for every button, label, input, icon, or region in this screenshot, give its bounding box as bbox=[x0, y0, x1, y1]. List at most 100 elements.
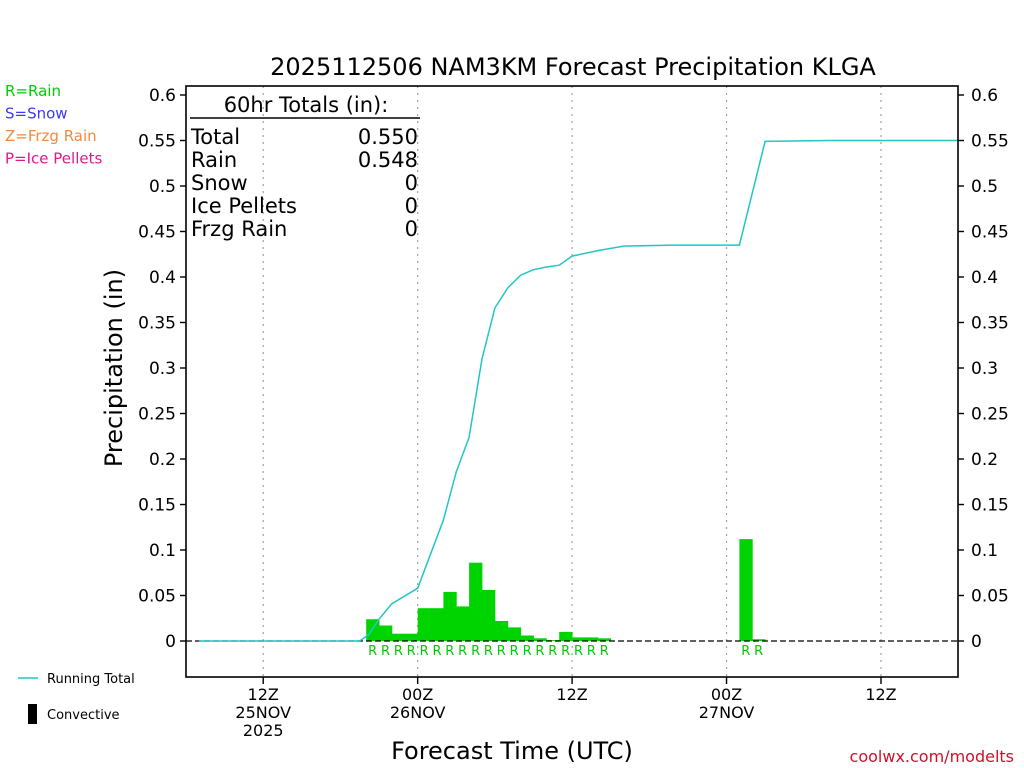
ytick-label-right-1: 0.05 bbox=[971, 587, 1009, 607]
running-total-polyline bbox=[198, 139, 959, 642]
totals-label-4: Frzg Rain bbox=[191, 217, 287, 241]
bar-hour-33 bbox=[597, 638, 612, 641]
xtick-label-0-2: 2025 bbox=[243, 721, 284, 740]
bar-hour-44 bbox=[739, 539, 753, 641]
bar-hour-28 bbox=[533, 638, 547, 641]
type-label-hour-28: R bbox=[535, 644, 544, 659]
type-label-hour-17: R bbox=[394, 644, 403, 659]
ytick-label-left-5: 0.25 bbox=[138, 405, 176, 425]
type-label-hour-26: R bbox=[510, 644, 519, 659]
totals-value-0: 0.550 bbox=[358, 125, 418, 149]
ytick-label-right-5: 0.25 bbox=[971, 405, 1009, 425]
ytick-label-left-9: 0.45 bbox=[138, 223, 176, 243]
x-axis-label: Forecast Time (UTC) bbox=[391, 737, 633, 765]
bar-hour-27 bbox=[520, 635, 534, 641]
type-label-hour-44: R bbox=[741, 644, 750, 659]
xtick-label-1-1: 26NOV bbox=[390, 703, 446, 722]
totals-value-4: 0 bbox=[405, 217, 418, 241]
type-label-hour-21: R bbox=[445, 644, 454, 659]
bar-hour-19 bbox=[417, 608, 431, 641]
ytick-label-left-4: 0.2 bbox=[149, 450, 176, 470]
running-total-line bbox=[198, 139, 959, 642]
bar-hour-22 bbox=[456, 606, 470, 641]
type-legend-1: S=Snow bbox=[5, 105, 68, 123]
ytick-label-left-7: 0.35 bbox=[138, 314, 176, 334]
bar-hour-23 bbox=[469, 562, 483, 641]
series-legend: Running Total Convective bbox=[18, 672, 135, 724]
type-label-hour-22: R bbox=[458, 644, 467, 659]
totals-label-3: Ice Pellets bbox=[191, 194, 297, 218]
gridlines bbox=[262, 86, 882, 677]
xtick-label-4-0: 12Z bbox=[865, 685, 896, 704]
xtick-label-3-1: 27NOV bbox=[699, 703, 755, 722]
bar-hour-18 bbox=[404, 633, 419, 641]
ytick-label-left-8: 0.4 bbox=[149, 268, 176, 288]
type-label-hour-27: R bbox=[523, 644, 532, 659]
ytick-label-right-4: 0.2 bbox=[971, 450, 998, 470]
ytick-label-left-10: 0.5 bbox=[149, 177, 176, 197]
bar-hour-25 bbox=[494, 621, 509, 641]
totals-header: 60hr Totals (in): bbox=[224, 93, 389, 117]
ytick-label-left-3: 0.15 bbox=[138, 496, 176, 516]
bar-hour-26 bbox=[507, 627, 522, 641]
ytick-label-left-6: 0.3 bbox=[149, 359, 176, 379]
y-axis-ticks: 0 00.05 0.050.1 0.10.15 0.150.2 0.20.25 0.250.… bbox=[138, 86, 1009, 652]
xtick-label-0-1: 25NOV bbox=[235, 703, 291, 722]
totals-box: 60hr Totals (in): Total 0.550 Rain 0.548 Snow… bbox=[190, 93, 420, 241]
totals-value-2: 0 bbox=[405, 171, 418, 195]
bar-hour-45 bbox=[752, 639, 766, 641]
precip-type-legend: R=Rain S=Snow Z=Frzg Rain P=Ice Pellets bbox=[5, 82, 102, 168]
bar-hour-24 bbox=[482, 590, 496, 641]
xtick-label-0-0: 12Z bbox=[248, 685, 279, 704]
ytick-label-right-7: 0.35 bbox=[971, 314, 1009, 334]
type-label-hour-16: R bbox=[381, 644, 390, 659]
xtick-label-3-0: 00Z bbox=[711, 685, 742, 704]
type-label-hour-29: R bbox=[548, 644, 557, 659]
bar-hour-32 bbox=[585, 637, 599, 641]
totals-label-2: Snow bbox=[191, 171, 248, 195]
chart-title: 2025112506 NAM3KM Forecast Precipitation… bbox=[270, 53, 876, 81]
totals-value-3: 0 bbox=[405, 194, 418, 218]
type-label-hour-15: R bbox=[368, 644, 377, 659]
credit-text: coolwx.com/modelts bbox=[850, 747, 1014, 766]
y-axis-label: Precipitation (in) bbox=[100, 269, 128, 467]
type-label-hour-23: R bbox=[471, 644, 480, 659]
legend-bar-swatch bbox=[28, 704, 37, 724]
precip-bars bbox=[366, 539, 766, 641]
type-label-hour-18: R bbox=[407, 644, 416, 659]
series-legend-1: Convective bbox=[47, 708, 120, 723]
ytick-label-left-2: 0.1 bbox=[149, 541, 176, 561]
ytick-label-right-12: 0.6 bbox=[971, 86, 998, 106]
ytick-label-left-12: 0.6 bbox=[149, 86, 176, 106]
ytick-label-right-3: 0.15 bbox=[971, 496, 1009, 516]
type-legend-3: P=Ice Pellets bbox=[5, 150, 102, 168]
bar-hour-31 bbox=[572, 637, 586, 641]
type-label-hour-24: R bbox=[484, 644, 493, 659]
bar-hour-21 bbox=[443, 591, 457, 641]
ytick-label-left-11: 0.55 bbox=[138, 132, 176, 152]
bar-hour-16 bbox=[379, 625, 393, 641]
ytick-label-left-0: 0 bbox=[165, 632, 176, 652]
type-label-hour-33: R bbox=[600, 644, 609, 659]
type-label-hour-30: R bbox=[561, 644, 570, 659]
type-legend-0: R=Rain bbox=[5, 82, 61, 100]
ytick-label-right-6: 0.3 bbox=[971, 359, 998, 379]
type-label-hour-25: R bbox=[497, 644, 506, 659]
xtick-label-1-0: 00Z bbox=[402, 685, 433, 704]
type-label-hour-31: R bbox=[574, 644, 583, 659]
type-legend-2: Z=Frzg Rain bbox=[5, 127, 97, 145]
totals-label-1: Rain bbox=[191, 148, 237, 172]
ytick-label-right-0: 0 bbox=[971, 632, 982, 652]
bar-hour-30 bbox=[559, 631, 573, 641]
bar-hour-17 bbox=[391, 633, 406, 641]
ytick-label-right-11: 0.55 bbox=[971, 132, 1009, 152]
type-label-hour-45: R bbox=[754, 644, 763, 659]
ytick-label-right-8: 0.4 bbox=[971, 268, 998, 288]
bar-hour-29 bbox=[546, 640, 560, 641]
ytick-label-right-9: 0.45 bbox=[971, 223, 1009, 243]
series-legend-0: Running Total bbox=[47, 672, 135, 687]
xtick-label-2-0: 12Z bbox=[556, 685, 587, 704]
